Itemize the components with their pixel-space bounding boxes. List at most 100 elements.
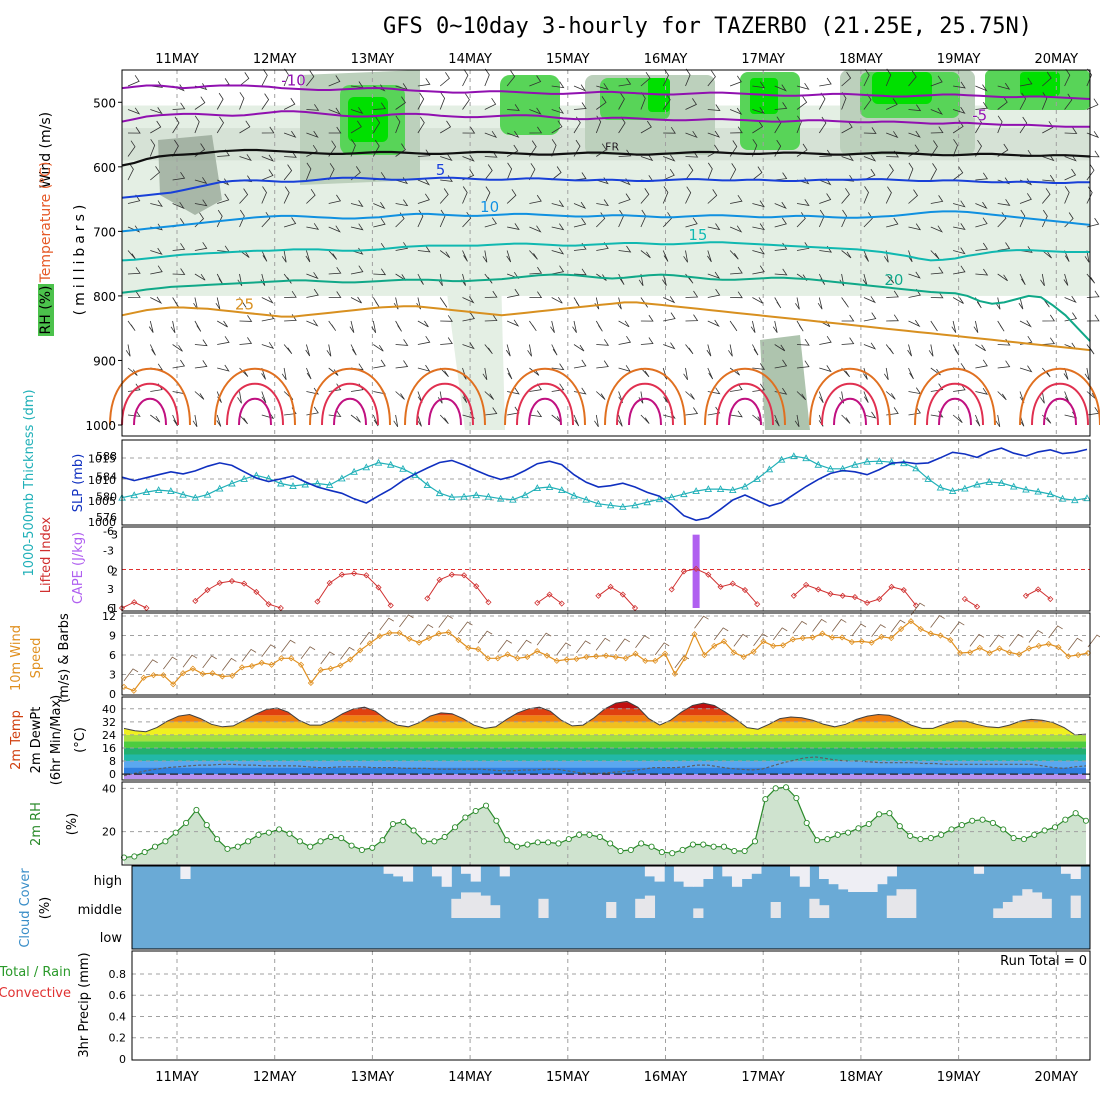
wind-barb (930, 107, 943, 115)
date-label-top: 18MAY (839, 52, 883, 67)
thickness-point (741, 482, 749, 490)
wind-speed-point (288, 655, 295, 662)
wind-barb (730, 383, 743, 392)
wind-barb (1086, 344, 1095, 355)
wind-barb (551, 265, 565, 275)
lifted-index-point (192, 597, 199, 605)
temp-contour-loop (716, 382, 774, 426)
wind-barb (306, 188, 316, 204)
wind-speed-point (888, 635, 895, 642)
lifted-index-line (598, 586, 636, 609)
rh2m-point (648, 843, 655, 850)
wind-barb (1041, 209, 1048, 228)
wind-barb-10m (831, 618, 847, 632)
wind-barb-10m (772, 627, 788, 641)
temp-contour-loop (109, 367, 191, 426)
date-label-top: 14MAY (448, 52, 492, 67)
temp-contour-loop (226, 382, 284, 426)
thickness-point (753, 474, 761, 482)
wind-barb (328, 107, 341, 115)
temp-contour-loop (914, 367, 996, 426)
lifted-index-point (460, 572, 468, 579)
thickness-point (350, 467, 358, 475)
wind-barb (640, 120, 652, 134)
wind-barb (662, 250, 669, 262)
wind-barb (551, 344, 558, 356)
wind-barb (752, 383, 765, 392)
wind-barb (975, 172, 989, 181)
thickness-point (215, 484, 224, 492)
rh2m-point (979, 816, 986, 823)
temp-contour-loop (214, 367, 296, 426)
rh2m-point (493, 817, 500, 824)
wind-barb (883, 367, 889, 381)
wind-barb-10m (281, 639, 296, 653)
wind-barb (172, 344, 183, 352)
wind-barb (997, 242, 1011, 251)
wind-speed-point (868, 639, 875, 646)
wind-barb (127, 75, 140, 87)
thickness-point (386, 460, 395, 468)
wind-barb-10m (694, 615, 709, 629)
wind-barb (1019, 320, 1032, 328)
isotherm--5 (121, 110, 1090, 128)
wind-barb (1042, 154, 1055, 162)
wind-barb (172, 139, 179, 157)
wind-barb (217, 320, 228, 328)
wind-barb (239, 414, 248, 425)
lifted-index-point (216, 579, 223, 587)
wind-barb (729, 225, 743, 233)
wind-barb-10m (418, 624, 434, 637)
wind-barb (975, 217, 988, 228)
wind-barb (372, 116, 381, 134)
wind-barb (1063, 273, 1069, 286)
lifted-index-line (316, 572, 392, 606)
lifted-index-line (537, 593, 562, 604)
wind-barb (1086, 68, 1092, 87)
slp-tick-label: 1005 (88, 495, 116, 508)
thickness-point (1046, 490, 1055, 498)
lifted-index-line (964, 598, 978, 608)
wind-bg (122, 613, 1090, 695)
temp-contour-loop (121, 382, 179, 426)
rh2m-point (751, 838, 759, 845)
wind-barb (1086, 290, 1100, 298)
wind-barb (794, 414, 800, 428)
wind-tick-label: 3 (109, 669, 116, 682)
cloud-middle-patch (896, 889, 907, 918)
lifted-index-point (790, 592, 797, 599)
thickness-point (826, 464, 835, 472)
temp-contour-loop (309, 367, 391, 426)
cloud-middle-patch (644, 895, 656, 918)
wind-barb-10m (949, 621, 965, 635)
wind-barb (819, 149, 833, 157)
wind-barb (172, 102, 186, 110)
temp-band (124, 734, 1086, 742)
wind-barb (172, 268, 186, 275)
wind-barb (328, 126, 342, 134)
lifted-index-point (338, 571, 345, 578)
wind-barb (997, 95, 1008, 110)
wind-barb (685, 290, 699, 298)
wind-barb (462, 312, 475, 322)
rh2m-point (276, 826, 283, 833)
wind-barb-10m (871, 624, 886, 637)
wind-barb (707, 223, 721, 231)
wind-label-1: 10m Wind (9, 625, 24, 691)
rh2m-point (896, 823, 903, 830)
temp-band (124, 747, 1086, 755)
cloud-high-patch (693, 866, 704, 887)
cloud-level-label: high (94, 874, 122, 889)
wind-speed-line (123, 620, 1089, 692)
wind-barb (907, 250, 913, 263)
rh2m-point (679, 846, 686, 853)
temp-contour-loop (516, 382, 574, 426)
wind-speed-point (1025, 645, 1033, 652)
wind-barb (596, 339, 610, 346)
thickness-point (325, 481, 334, 488)
precip-side-labels: Total / Rain Convective 3hr Precip (mm) … (0, 952, 1087, 1057)
wind-barb (908, 223, 922, 231)
wind-barb (417, 245, 431, 253)
wind-barb-10m (438, 615, 453, 628)
wind-barb (841, 154, 854, 162)
